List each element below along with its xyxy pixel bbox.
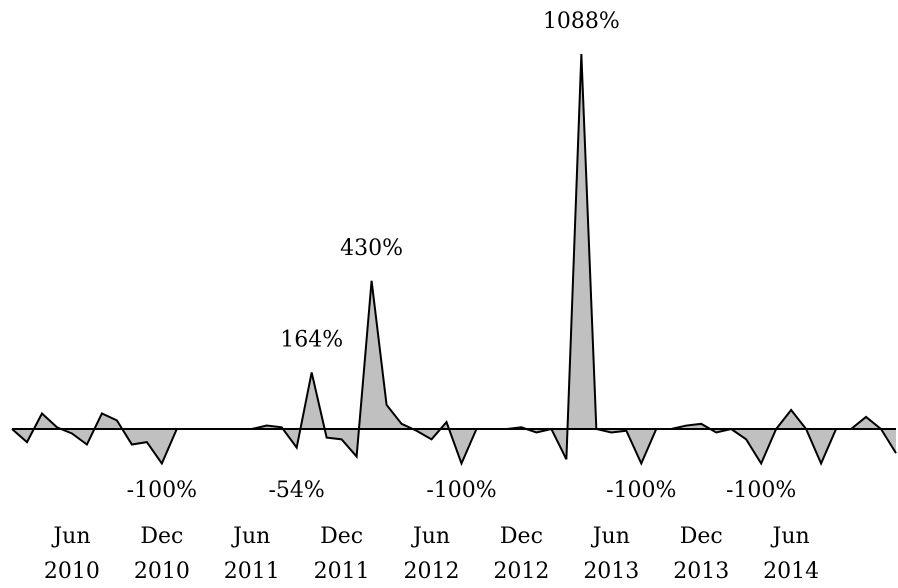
x-tick-label-year: 2010	[44, 559, 100, 584]
x-tick-label-month: Jun	[411, 524, 450, 549]
annotation-layer: -100% -54% 164% 430% -100% 1088% -100% -100%	[127, 9, 797, 503]
x-tick-label-year: 2011	[314, 559, 370, 584]
x-tick-label-month: Dec	[320, 524, 363, 549]
series-line	[11, 53, 897, 467]
data-label: 430%	[340, 236, 403, 261]
x-tick-label-year: 2010	[134, 559, 190, 584]
x-tick-label-month: Jun	[231, 524, 270, 549]
data-label: -100%	[127, 478, 197, 503]
x-tick-label-month: Jun	[51, 524, 90, 549]
data-label: 164%	[280, 327, 343, 352]
x-tick-label-month: Dec	[500, 524, 543, 549]
series-area-fill	[12, 54, 896, 464]
x-tick-label-year: 2013	[673, 559, 729, 584]
x-tick-label-year: 2013	[583, 559, 639, 584]
data-label: -100%	[426, 478, 496, 503]
x-tick-label-month: Jun	[771, 524, 810, 549]
data-label: -100%	[606, 478, 676, 503]
x-tick-label-month: Jun	[591, 524, 630, 549]
data-label: -54%	[269, 478, 325, 503]
x-axis-tick-labels: Jun 2010 Dec 2010 Jun 2011 Dec 2011 Jun 2012 Dec 20…	[44, 524, 819, 584]
x-tick-label-year: 2012	[404, 559, 460, 584]
data-label: 1088%	[543, 9, 620, 34]
area-layer	[11, 53, 897, 467]
x-tick-label-year: 2012	[493, 559, 549, 584]
x-tick-label-month: Dec	[140, 524, 183, 549]
x-tick-label-month: Dec	[680, 524, 723, 549]
data-label: -100%	[726, 478, 796, 503]
x-tick-label-year: 2011	[224, 559, 280, 584]
x-tick-label-year: 2014	[763, 559, 819, 584]
